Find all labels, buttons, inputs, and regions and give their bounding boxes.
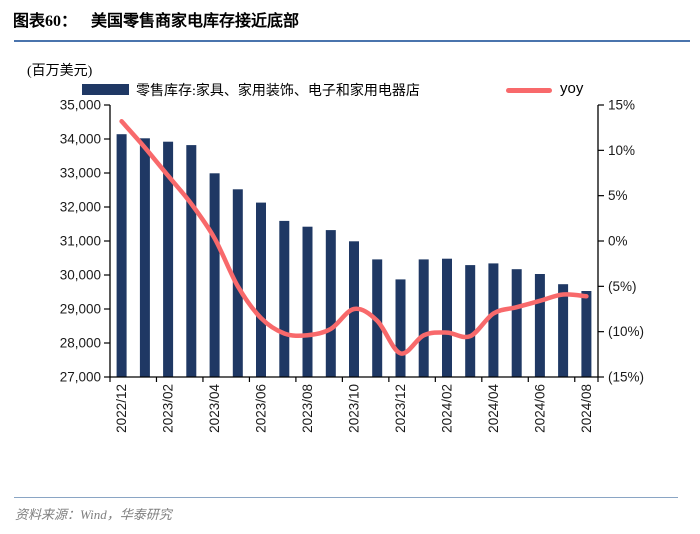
x-axis-label: 2023/06	[254, 384, 269, 433]
x-axis-label: 2023/02	[161, 384, 176, 433]
x-axis-label: 2024/06	[532, 384, 547, 433]
right-axis-tick-label: (15%)	[608, 370, 644, 385]
bar	[279, 220, 290, 377]
bar	[418, 259, 429, 377]
bar	[465, 265, 476, 377]
bar	[139, 138, 150, 377]
bar	[186, 145, 197, 377]
x-axis-label: 2023/12	[393, 384, 408, 433]
x-axis-label: 2023/08	[300, 384, 315, 433]
left-axis-tick-label: 34,000	[60, 132, 101, 147]
bar	[302, 226, 313, 377]
left-axis-tick-label: 28,000	[60, 336, 101, 351]
left-axis-tick-label: 32,000	[60, 200, 101, 215]
bar	[558, 284, 569, 377]
left-axis-unit-label: (百万美元)	[27, 64, 93, 79]
bar	[488, 263, 499, 377]
bar	[511, 269, 522, 377]
bar	[534, 274, 545, 377]
right-axis-tick-label: 5%	[608, 188, 628, 203]
right-axis-tick-label: 0%	[608, 234, 628, 249]
page-title: 美国零售商家电库存接近底部	[91, 13, 300, 30]
x-axis-label: 2024/04	[486, 384, 501, 433]
left-axis-tick-label: 27,000	[60, 370, 101, 385]
right-axis-tick-label: 10%	[608, 143, 635, 158]
x-axis-label: 2024/02	[439, 384, 454, 433]
footer-divider	[14, 497, 678, 498]
source-note: 资料来源：Wind，华泰研究	[15, 507, 172, 522]
x-axis-label: 2023/04	[207, 384, 222, 433]
chart-legend: 零售库存:家具、家用装饰、电子和家用电器店 yoy	[0, 80, 700, 100]
bar	[325, 230, 336, 377]
right-axis-tick-label: 15%	[608, 98, 635, 113]
bar	[442, 258, 452, 377]
x-axis-label: 2024/08	[579, 384, 594, 433]
x-axis-label: 2022/12	[114, 384, 129, 433]
figure-label: 图表60：	[13, 13, 78, 30]
left-axis-tick-label: 31,000	[60, 234, 101, 249]
bar	[581, 291, 592, 377]
bar-series-label: 零售库存:家具、家用装饰、电子和家用电器店	[136, 84, 420, 99]
yoy-line	[119, 119, 589, 356]
bar-series-swatch	[82, 84, 129, 95]
bar	[209, 173, 220, 377]
right-axis-tick-label: (10%)	[608, 324, 644, 339]
bar	[163, 141, 174, 377]
line-series-label: yoy	[560, 80, 584, 97]
bar	[116, 134, 127, 377]
left-axis-tick-label: 30,000	[60, 268, 101, 283]
chart-title: 图表60： 美国零售商家电库存接近底部	[13, 7, 693, 31]
bar	[395, 279, 406, 377]
left-axis-tick-label: 33,000	[60, 166, 101, 181]
right-axis-tick-label: (5%)	[608, 279, 637, 294]
x-axis-label: 2023/10	[347, 384, 362, 433]
line-series-swatch	[506, 88, 552, 93]
bar	[256, 202, 266, 377]
left-axis-tick-label: 35,000	[60, 98, 101, 113]
title-divider	[14, 40, 690, 42]
left-axis-tick-label: 29,000	[60, 302, 101, 317]
